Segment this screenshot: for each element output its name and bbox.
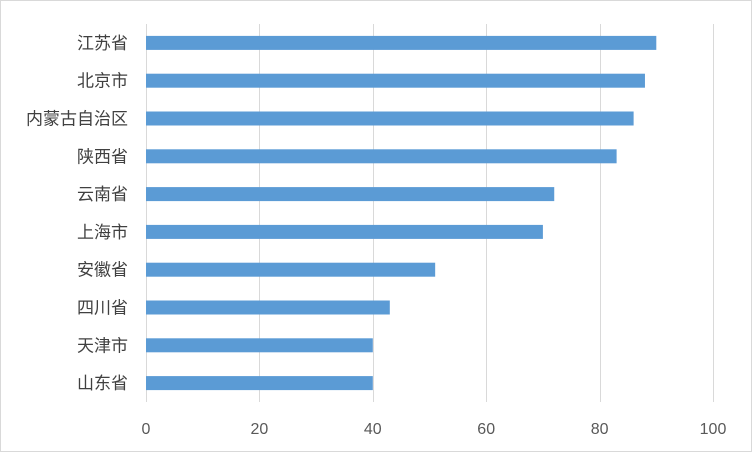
bar-0 <box>146 35 657 50</box>
bar-3 <box>146 149 617 164</box>
category-label: 上海市 <box>77 223 128 243</box>
x-tick-label: 100 <box>700 421 727 438</box>
category-label: 内蒙古自治区 <box>26 110 128 130</box>
bar-6 <box>146 262 436 277</box>
x-tick-label: 40 <box>364 421 382 438</box>
bar-7 <box>146 300 390 315</box>
bar-2 <box>146 111 634 126</box>
category-label: 四川省 <box>77 299 128 319</box>
category-label: 陕西省 <box>77 147 128 167</box>
x-tick-label: 80 <box>591 421 609 438</box>
x-tick-label: 60 <box>477 421 495 438</box>
bar-5 <box>146 224 543 239</box>
category-label: 江苏省 <box>77 34 128 54</box>
x-tick-label: 0 <box>142 421 151 438</box>
category-label: 天津市 <box>77 336 128 356</box>
bar-4 <box>146 187 555 202</box>
bar-1 <box>146 73 645 88</box>
x-tick-labels: 0 20 40 60 80 100 <box>142 421 727 438</box>
bars <box>146 35 657 391</box>
category-label: 山东省 <box>77 374 128 394</box>
bar-9 <box>146 376 373 391</box>
x-tick-label: 20 <box>251 421 269 438</box>
bar-8 <box>146 338 373 353</box>
category-label: 北京市 <box>77 72 128 92</box>
category-label: 安徽省 <box>77 261 128 281</box>
category-label: 云南省 <box>77 185 128 205</box>
